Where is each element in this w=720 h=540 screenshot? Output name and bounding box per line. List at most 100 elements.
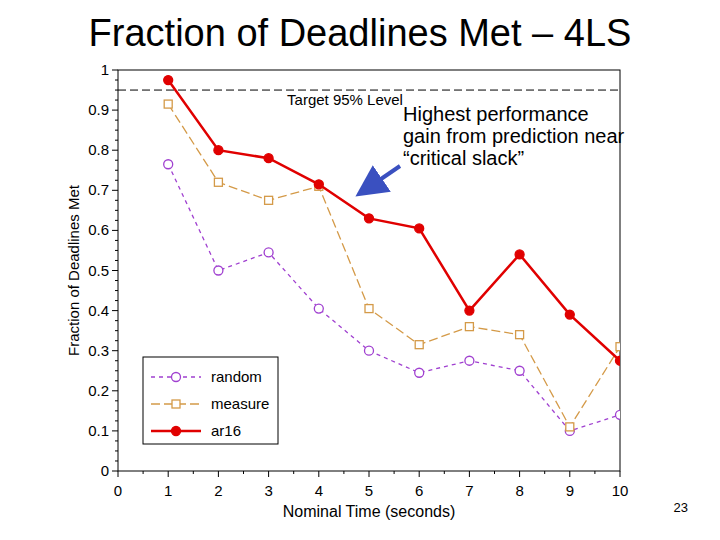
y-tick-label: 0.9 (88, 101, 109, 118)
y-tick-label: 0 (101, 462, 109, 479)
y-minor-tick (115, 410, 118, 411)
y-tick (112, 150, 118, 151)
y-tick-label: 0.4 (88, 302, 109, 319)
y-axis-label: Fraction of Deadlines Met (65, 184, 82, 356)
y-minor-tick (115, 170, 118, 171)
y-minor-tick (115, 140, 118, 141)
x-minor-tick (343, 471, 344, 474)
title: Fraction of Deadlines Met – 4LS (89, 12, 632, 54)
y-minor-tick (115, 100, 118, 101)
y-tick-label: 0.1 (88, 422, 109, 439)
y-minor-tick (115, 260, 118, 261)
y-minor-tick (115, 330, 118, 331)
x-tick (218, 471, 219, 477)
y-tick (112, 350, 118, 351)
legend-marker (172, 373, 181, 382)
x-tick (318, 471, 319, 477)
y-tick (112, 390, 118, 391)
legend-label: random (211, 368, 262, 385)
y-minor-tick (115, 220, 118, 221)
data-point (314, 180, 323, 189)
y-minor-tick (115, 130, 118, 131)
data-point (365, 214, 374, 223)
y-minor-tick (115, 240, 118, 241)
data-point (566, 423, 574, 431)
data-point (164, 76, 173, 85)
y-minor-tick (115, 460, 118, 461)
data-point (214, 178, 222, 186)
y-minor-tick (115, 450, 118, 451)
x-tick (268, 471, 269, 477)
data-point (415, 341, 423, 349)
x-minor-tick (193, 471, 194, 474)
x-minor-tick (243, 471, 244, 474)
data-point (314, 304, 323, 313)
y-minor-tick (115, 90, 118, 91)
legend-marker (172, 427, 181, 436)
x-axis-label: Nominal Time (seconds) (283, 503, 456, 520)
data-point (516, 331, 524, 339)
x-tick (469, 471, 470, 477)
data-point (265, 196, 273, 204)
data-point (465, 356, 474, 365)
y-minor-tick (115, 290, 118, 291)
y-minor-tick (115, 380, 118, 381)
y-minor-tick (115, 320, 118, 321)
data-point (616, 343, 620, 351)
data-point (415, 224, 424, 233)
y-minor-tick (115, 300, 118, 301)
x-tick (419, 471, 420, 477)
x-tick-label: 3 (264, 482, 272, 499)
x-tick (519, 471, 520, 477)
x-tick (569, 471, 570, 477)
y-tick (112, 310, 118, 311)
y-tick-label: 0.3 (88, 342, 109, 359)
page: Fraction of Deadlines Met – 4LS00.10.20.… (0, 0, 720, 540)
y-minor-tick (115, 80, 118, 81)
y-minor-tick (115, 400, 118, 401)
y-minor-tick (115, 250, 118, 251)
y-tick-label: 1 (101, 61, 109, 78)
y-tick-label: 0.8 (88, 141, 109, 158)
y-minor-tick (115, 440, 118, 441)
y-minor-tick (115, 200, 118, 201)
data-point (616, 410, 621, 419)
x-minor-tick (494, 471, 495, 474)
y-tick-label: 0.7 (88, 181, 109, 198)
data-point (214, 266, 223, 275)
page-number: 23 (674, 500, 688, 515)
data-point (616, 356, 621, 365)
y-minor-tick (115, 370, 118, 371)
y-tick-label: 0.6 (88, 221, 109, 238)
data-point (465, 306, 474, 315)
x-minor-tick (594, 471, 595, 474)
x-tick-label: 10 (612, 482, 629, 499)
y-minor-tick (115, 420, 118, 421)
y-tick (112, 190, 118, 191)
data-point (515, 250, 524, 259)
legend-label: ar16 (211, 422, 241, 439)
x-minor-tick (544, 471, 545, 474)
data-point (465, 323, 473, 331)
y-tick-label: 0.5 (88, 262, 109, 279)
x-minor-tick (143, 471, 144, 474)
y-minor-tick (115, 180, 118, 181)
y-tick (112, 430, 118, 431)
y-minor-tick (115, 360, 118, 361)
legend-label: measure (211, 395, 269, 412)
y-minor-tick (115, 210, 118, 211)
y-tick (112, 110, 118, 111)
data-point (164, 160, 173, 169)
legend: random measure ar16 (143, 357, 278, 444)
data-point (565, 310, 574, 319)
data-point (365, 346, 374, 355)
target-label: Target 95% Level (287, 91, 403, 108)
data-point (164, 100, 172, 108)
x-tick (620, 471, 621, 477)
x-tick-label: 1 (164, 482, 172, 499)
x-tick-label: 2 (214, 482, 222, 499)
x-tick-label: 4 (315, 482, 323, 499)
data-point (214, 146, 223, 155)
data-point (515, 366, 524, 375)
y-minor-tick (115, 120, 118, 121)
